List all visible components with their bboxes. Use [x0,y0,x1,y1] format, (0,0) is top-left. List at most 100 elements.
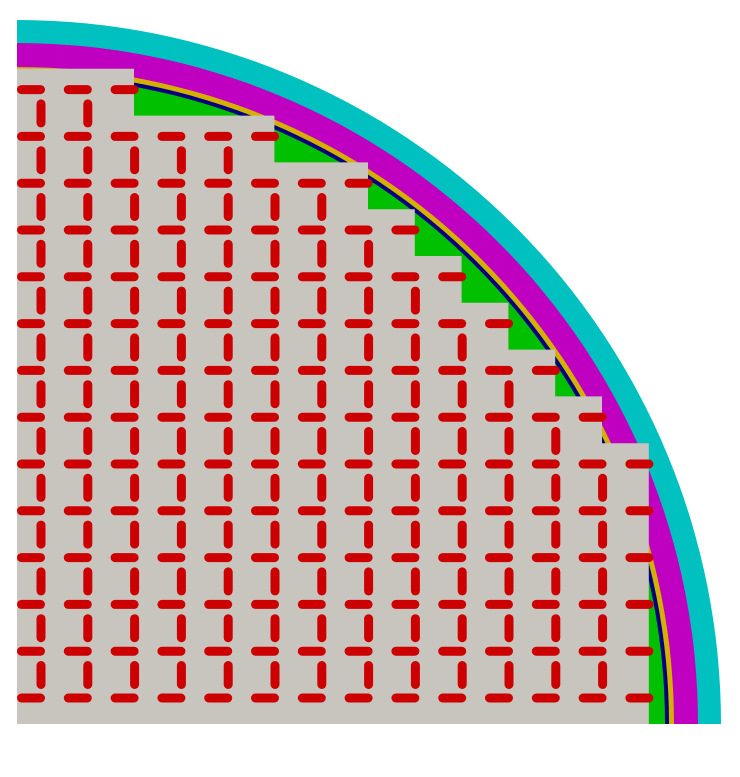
fuel-rod [204,365,233,375]
fuel-rod [110,85,139,95]
fuel-rod [36,99,46,128]
fuel-rod [598,520,608,549]
fuel-rod [598,614,608,643]
fuel-rod [457,567,467,596]
fuel-rod [504,380,514,409]
fuel-rod [317,473,327,502]
fuel-rod [223,473,233,502]
fuel-rod [36,333,46,362]
fuel-rod [297,272,326,282]
fuel-rod [317,193,327,221]
fuel-rod [110,272,139,282]
fuel-rod [531,646,560,656]
fuel-rod [297,693,326,703]
fuel-rod [36,193,46,221]
fuel-rod [157,459,186,469]
fuel-rod [297,225,326,235]
fuel-rod [223,614,233,643]
fuel-rod [83,661,93,689]
fuel-rod [176,567,186,596]
fuel-rod [204,459,233,469]
fuel-rod [130,239,140,268]
fuel-rod [157,693,186,703]
fuel-rod [270,333,280,362]
fuel-rod [485,553,513,563]
fuel-rod [364,520,374,549]
fuel-rod [598,473,608,502]
fuel-rod [531,506,560,516]
fuel-rod [204,131,233,141]
fuel-rod [438,459,467,469]
fuel-rod [270,380,280,409]
fuel-rod [410,473,420,502]
fuel-rod [317,614,327,643]
fuel-rod [251,693,279,703]
fuel-rod [223,427,233,455]
fuel-rod [251,646,279,656]
fuel-rod [63,459,92,469]
fuel-rod [270,614,280,643]
fuel-rod [551,520,561,549]
fuel-rod [391,225,420,235]
fuel-rod [17,272,45,282]
fuel-rod [17,599,45,609]
fuel-rod [157,225,186,235]
fuel-rod [130,286,140,315]
fuel-rod [17,412,45,422]
fuel-rod [344,693,373,703]
fuel-rod [83,239,93,268]
fuel-rod [176,427,186,455]
fuel-rod [391,506,420,516]
fuel-rod [625,646,654,656]
fuel-rod [317,239,327,268]
fuel-rod [251,272,279,282]
fuel-rod [531,599,560,609]
fuel-rod [344,272,373,282]
fuel-rod [63,131,92,141]
fuel-rod [223,380,233,409]
fuel-rod [204,178,233,188]
fuel-rod [531,459,560,469]
fuel-rod [270,193,280,221]
fuel-rod [110,553,139,563]
fuel-rod [578,459,607,469]
fuel-rod [176,473,186,502]
fuel-rod [223,567,233,596]
fuel-rod [83,146,93,175]
fuel-rod [204,272,233,282]
fuel-rod [485,599,513,609]
fuel-rod [598,661,608,689]
fuel-rod [83,473,93,502]
fuel-rod [223,239,233,268]
fuel-rod [63,319,92,329]
fuel-rod [297,506,326,516]
fuel-rod [63,365,92,375]
fuel-rod [457,380,467,409]
fuel-rod [391,365,420,375]
fuel-rod [578,693,607,703]
fuel-rod [63,272,92,282]
fuel-rod [110,225,139,235]
fuel-rod [63,646,92,656]
fuel-rod [410,286,420,315]
fuel-rod [410,333,420,362]
fuel-rod [110,506,139,516]
fuel-rod [17,225,45,235]
fuel-rod [17,319,45,329]
fuel-rod [438,599,467,609]
fuel-rod [251,178,279,188]
fuel-rod [317,427,327,455]
fuel-rod [63,506,92,516]
fuel-rod [251,506,279,516]
fuel-rod [83,520,93,549]
fuel-rod [504,661,514,689]
fuel-rod [344,225,373,235]
fuel-rod [130,333,140,362]
fuel-rod [36,567,46,596]
fuel-rod [410,380,420,409]
fuel-rod [551,614,561,643]
fuel-rod [504,614,514,643]
fuel-rod-pattern [17,85,654,703]
fuel-rod [391,599,420,609]
fuel-rod [251,459,279,469]
